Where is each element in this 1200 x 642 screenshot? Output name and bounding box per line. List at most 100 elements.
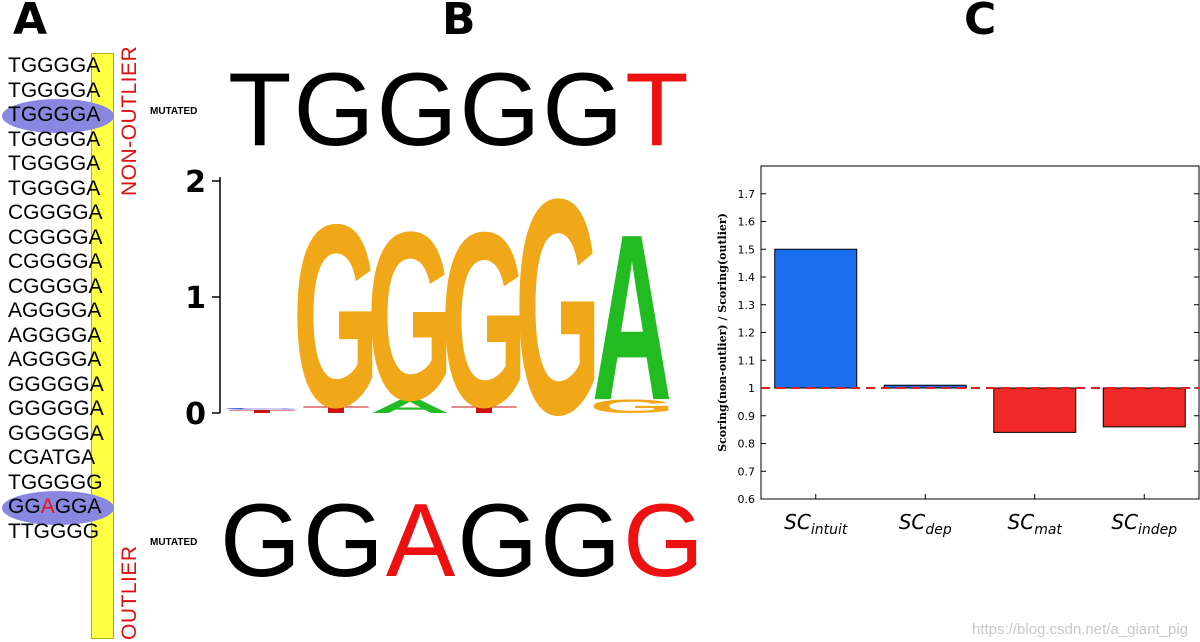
sequence-char: G <box>40 421 58 445</box>
sequence-row: TTGGGG <box>8 520 104 545</box>
sequence-char: G <box>24 421 41 445</box>
sequence-char: A <box>87 323 102 347</box>
bar-SC_indep <box>1102 387 1186 428</box>
mutated-base: G <box>220 483 303 599</box>
sequence-char: G <box>24 372 41 396</box>
sequence-char: G <box>24 397 41 420</box>
sequence-char: A <box>81 446 96 469</box>
sequence-text: AGGGGA <box>8 324 101 347</box>
y-tick-label: 0.9 <box>738 410 756 423</box>
sequence-char: G <box>20 127 38 151</box>
sequence-char: C <box>8 274 24 298</box>
sequence-row: CGGGGA <box>8 226 104 251</box>
sequence-char: T <box>8 127 21 151</box>
sequence-char: A <box>87 495 102 518</box>
sequence-char: T <box>8 78 21 102</box>
sequence-char: G <box>20 54 38 77</box>
x-tick-label: SCdep <box>899 510 952 538</box>
sequence-char: G <box>22 323 39 347</box>
mutated-base: T <box>625 52 691 168</box>
sequence-text: AGGGGA <box>8 348 101 371</box>
sequence-char: A <box>8 299 23 322</box>
sequence-char: G <box>8 397 25 420</box>
sequence-char: G <box>40 397 58 420</box>
mutated-base: G <box>623 483 706 599</box>
sequence-char: A <box>86 103 101 126</box>
sequence-char: G <box>37 127 54 151</box>
sequence-char: G <box>54 495 72 518</box>
y-tick-label: 0.8 <box>738 438 756 451</box>
sequence-char: G <box>20 176 38 200</box>
sequence-char: G <box>22 348 39 371</box>
x-tick-label: SCmat <box>1008 510 1063 538</box>
logo-letter-G: G <box>293 170 379 430</box>
sequence-char: A <box>87 299 102 322</box>
sequence-text: GGGGGA <box>8 397 104 420</box>
sequence-char: G <box>20 152 38 175</box>
sequence-row: TGGGGA <box>2 99 114 133</box>
logo-letter-C: C <box>222 408 302 410</box>
sequence-char: G <box>57 372 74 396</box>
sequence-text: TTGGGG <box>8 520 99 543</box>
mutated-base: T <box>228 52 294 168</box>
sequence-row: CGGGGA <box>8 250 104 275</box>
sequence-row: AGGGGA <box>8 324 104 349</box>
logo-letter-T: T <box>450 404 518 415</box>
logo-y-tick-label: 2 <box>185 165 206 200</box>
sequence-char: A <box>8 348 23 371</box>
sequence-char: A <box>89 372 104 396</box>
y-tick-label: 1.6 <box>738 216 756 229</box>
panel-c-letter: C <box>964 0 997 45</box>
y-tick-label: 1 <box>748 382 755 395</box>
sequence-char: G <box>53 78 70 102</box>
bar-SC_mat <box>993 387 1077 433</box>
sequence-char: G <box>53 127 70 151</box>
sequence-char: G <box>82 519 100 543</box>
y-tick-label: 1.1 <box>738 354 756 367</box>
mutated-base: A <box>385 483 458 599</box>
x-tick-label-base: SC <box>1111 510 1138 534</box>
bar-chart: 0.6 0.7 0.8 0.9 1 1.1 1.2 1.3 1.4 1.5 1.6 1.7 Scorin… <box>716 165 1200 538</box>
sequence-char: G <box>39 201 56 224</box>
x-tick-label-sub: indep <box>1138 522 1177 538</box>
sequence-char: G <box>38 348 55 371</box>
logo-letter-G: G <box>589 396 675 417</box>
sequence-char: C <box>8 250 24 273</box>
sequence-char: G <box>8 372 25 396</box>
sequence-char: G <box>53 152 70 175</box>
sequence-row: GGGGGA <box>8 422 104 447</box>
non-outlier-label: NON-OUTLIER <box>118 45 141 196</box>
sequence-char: G <box>69 470 87 494</box>
sequence-text: TGGGGA <box>8 177 100 200</box>
sequence-char: G <box>23 225 40 249</box>
sequence-char: G <box>73 421 90 445</box>
sequence-char: T <box>20 519 34 543</box>
logo-letter-T: T <box>228 409 296 414</box>
sequence-text: CGGGGA <box>8 201 103 224</box>
sequence-highlight <box>2 491 114 525</box>
panel-b-letter: B <box>442 0 476 45</box>
sequence-char: G <box>55 225 73 249</box>
sequence-char: A <box>40 495 55 518</box>
y-tick-label: 1.2 <box>738 327 756 340</box>
sequence-char: G <box>50 519 67 543</box>
sequence-text: CGGGGA <box>8 250 103 273</box>
sequence-char: G <box>37 103 54 126</box>
sequence-char: G <box>69 78 87 102</box>
sequence-char: C <box>8 225 24 249</box>
highlighted-column <box>91 53 114 639</box>
sequence-char: A <box>8 323 23 347</box>
sequence-char: A <box>86 152 101 175</box>
sequence-row: TGGGGA <box>8 54 104 79</box>
sequence-char: G <box>39 225 56 249</box>
y-tick-label: 1.5 <box>738 243 756 256</box>
sequence-char: G <box>38 323 55 347</box>
sequence-text: TGGGGA <box>8 103 100 126</box>
sequence-text: TGGGGG <box>8 471 103 494</box>
sequence-text: CGGGGA <box>8 275 103 298</box>
sequence-text: GGAGGA <box>8 495 101 518</box>
sequence-char: A <box>86 78 101 102</box>
sequence-char: A <box>86 176 101 200</box>
mutated-base: G <box>459 52 543 168</box>
sequence-char: G <box>53 103 70 126</box>
